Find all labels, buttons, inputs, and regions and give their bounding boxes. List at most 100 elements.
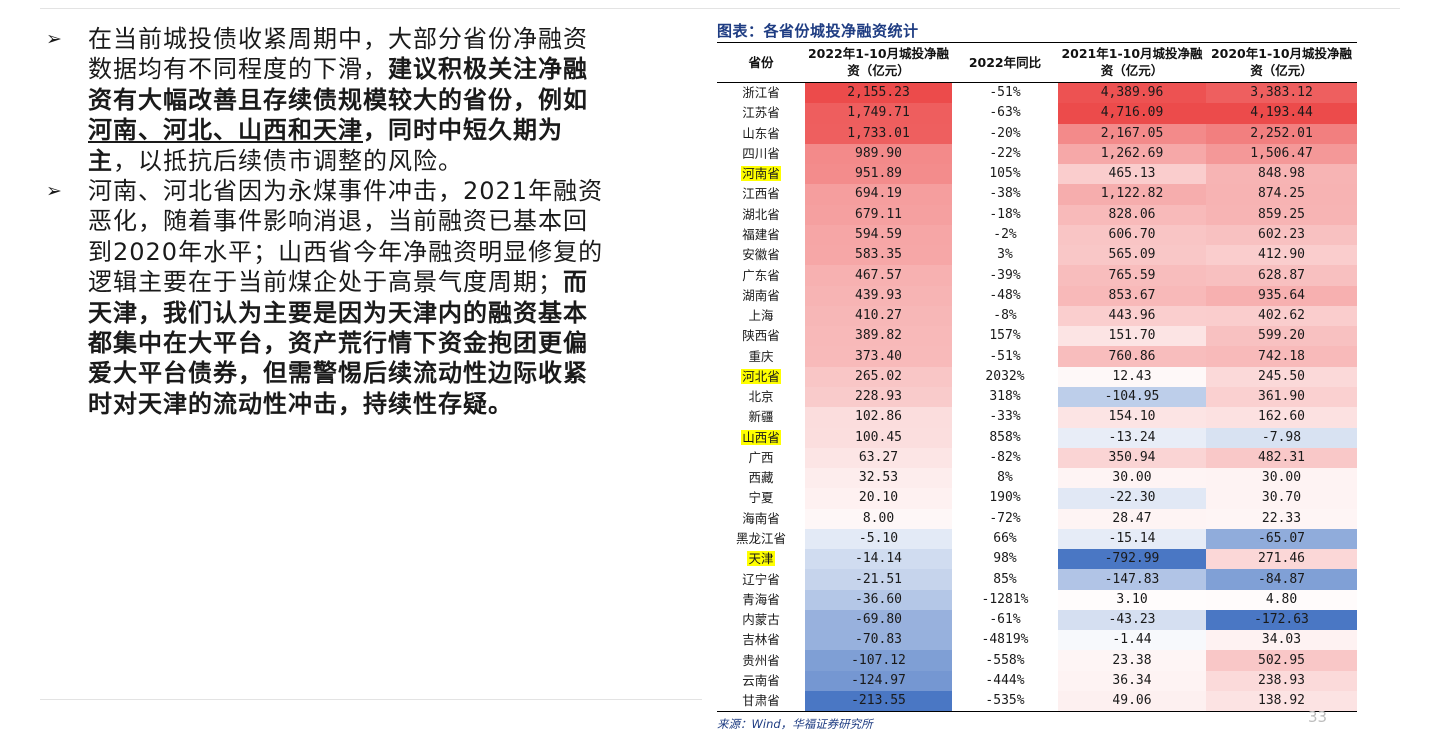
table-row: 江苏省 1,749.71 -63% 4,716.09 4,193.44 [717,103,1357,124]
table-row: 陕西省 389.82 157% 151.70 599.20 [717,326,1357,347]
net-financing-2022-cell: 679.11 [805,204,952,225]
table-row: 内蒙古 -69.80 -61% -43.23 -172.63 [717,609,1357,631]
yoy-2022-cell: 858% [989,429,1021,445]
net-financing-2021-cell: -15.14 [1058,528,1206,550]
table-row: 青海省 -36.60 -1281% 3.10 4.80 [717,589,1357,610]
yoy-2022-cell: -72% [989,510,1021,526]
net-financing-2022-cell: 373.40 [805,346,952,367]
net-financing-2022-cell: -14.14 [805,549,952,570]
province-cell: 内蒙古 [742,612,780,628]
table-row: 山东省 1,733.01 -20% 2,167.05 2,252.01 [717,123,1357,144]
header-province: 省份 [717,42,805,83]
net-financing-2022-cell: 583.35 [805,245,952,266]
table-row: 湖南省 439.93 -48% 853.67 935.64 [717,285,1357,306]
net-financing-2020-cell: 238.93 [1206,670,1357,691]
text-segment-bold: ，同时中短久期为主 [88,116,563,175]
net-financing-2021-cell: 30.00 [1058,468,1206,489]
net-financing-2020-cell: 4,193.44 [1206,103,1357,124]
province-cell: 福建省 [742,226,780,242]
top-divider [40,8,1400,9]
net-financing-2021-cell: 765.59 [1058,265,1206,286]
table-row: 宁夏 20.10 190% -22.30 30.70 [717,488,1357,509]
net-financing-2020-cell: 848.98 [1206,164,1357,185]
net-financing-2022-cell: -213.55 [805,690,952,713]
net-financing-2020-cell: 402.62 [1206,305,1357,327]
net-financing-2020-cell: 361.90 [1206,386,1357,408]
net-financing-2020-cell: -65.07 [1206,528,1357,550]
yoy-2022-cell: 98% [993,551,1017,567]
province-cell: 青海省 [742,591,780,607]
province-cell: 山西省 [717,428,805,448]
yoy-2022-cell: -38% [989,186,1021,202]
net-financing-2021-cell: 36.34 [1058,670,1206,691]
net-financing-2022-cell: 467.57 [805,265,952,286]
province-cell: 海南省 [742,510,780,526]
table-row: 安徽省 583.35 3% 565.09 412.90 [717,245,1357,266]
net-financing-2021-cell: -43.23 [1058,609,1206,631]
table-row: 北京 228.93 318% -104.95 361.90 [717,386,1357,408]
net-financing-2021-cell: 350.94 [1058,447,1206,469]
table-row: 湖北省 679.11 -18% 828.06 859.25 [717,204,1357,225]
province-cell: 云南省 [742,672,780,688]
province-cell: 江西省 [742,186,780,202]
net-financing-2021-cell: -104.95 [1058,386,1206,408]
province-cell: 宁夏 [748,490,774,506]
net-financing-2022-cell: -124.97 [805,670,952,691]
net-financing-2021-cell: 443.96 [1058,305,1206,327]
province-cell: 河南省 [717,164,805,184]
net-financing-2021-cell: 1,122.82 [1058,184,1206,205]
highlighted-province: 河南省 [741,166,781,182]
net-financing-2020-cell: 599.20 [1206,326,1357,347]
net-financing-2020-cell: -84.87 [1206,569,1357,590]
net-financing-2020-cell: 162.60 [1206,407,1357,428]
net-financing-2022-cell: 1,749.71 [805,103,952,124]
table-row: 四川省 989.90 -22% 1,262.69 1,506.47 [717,143,1357,165]
province-cell: 甘肃省 [717,690,805,713]
net-financing-2020-cell: 22.33 [1206,508,1357,529]
page-number: 33 [1308,708,1328,726]
net-financing-2022-cell: 20.10 [805,488,952,509]
province-cell: 天津 [717,549,805,569]
net-financing-2021-cell: 606.70 [1058,224,1206,246]
net-financing-2021-cell: 465.13 [1058,164,1206,185]
net-financing-2022-cell: 100.45 [805,427,952,448]
net-financing-2022-cell: -69.80 [805,609,952,631]
net-financing-2021-cell: -147.83 [1058,569,1206,590]
province-cell: 西藏 [748,470,774,486]
net-financing-2021-cell: 12.43 [1058,366,1206,387]
province-cell: 安徽省 [742,247,780,263]
yoy-2022-cell: -2% [993,226,1017,242]
text-segment: 在当前城投债收紧周期中，大部分省份净融资数据均有不同程度的下滑， [88,25,588,84]
net-financing-2020-cell: 4.80 [1206,589,1357,610]
net-financing-2020-cell: 482.31 [1206,447,1357,469]
yoy-2022-cell: -18% [989,206,1021,222]
net-financing-2020-cell: 602.23 [1206,224,1357,246]
table-row: 福建省 594.59 -2% 606.70 602.23 [717,224,1357,246]
net-financing-2022-cell: -70.83 [805,630,952,651]
net-financing-2021-cell: 1,262.69 [1058,143,1206,165]
yoy-2022-cell: -39% [989,267,1021,283]
table-body: 浙江省 2,155.23 -51% 4,389.96 3,383.12 江苏省 1,749.… [717,82,1357,713]
header-2022-net-financing: 2022年1-10月城投净融资（亿元） [805,42,952,83]
net-financing-2020-cell: 859.25 [1206,204,1357,225]
net-financing-2021-cell: -1.44 [1058,630,1206,651]
table-row: 云南省 -124.97 -444% 36.34 238.93 [717,670,1357,691]
net-financing-2022-cell: 2,155.23 [805,82,952,104]
net-financing-2021-cell: 828.06 [1058,204,1206,225]
yoy-2022-cell: -63% [989,105,1021,121]
table-row: 广东省 467.57 -39% 765.59 628.87 [717,265,1357,286]
province-cell: 山东省 [742,125,780,141]
province-cell: 陕西省 [742,328,780,344]
net-financing-2022-cell: 265.02 [805,366,952,387]
net-financing-2020-cell: 628.87 [1206,265,1357,286]
text-segment-bold-underline: 河南、河北、山西和天津 [88,116,363,145]
net-financing-2021-cell: 565.09 [1058,245,1206,266]
yoy-2022-cell: 66% [993,530,1017,546]
arrow-bullet-icon: ➢ [46,28,62,50]
net-financing-2022-cell: 594.59 [805,224,952,246]
net-financing-2020-cell: 1,506.47 [1206,143,1357,165]
table-row: 西藏 32.53 8% 30.00 30.00 [717,468,1357,489]
yoy-2022-cell: -51% [989,348,1021,364]
net-financing-2020-cell: 245.50 [1206,366,1357,387]
net-financing-2021-cell: 154.10 [1058,407,1206,428]
